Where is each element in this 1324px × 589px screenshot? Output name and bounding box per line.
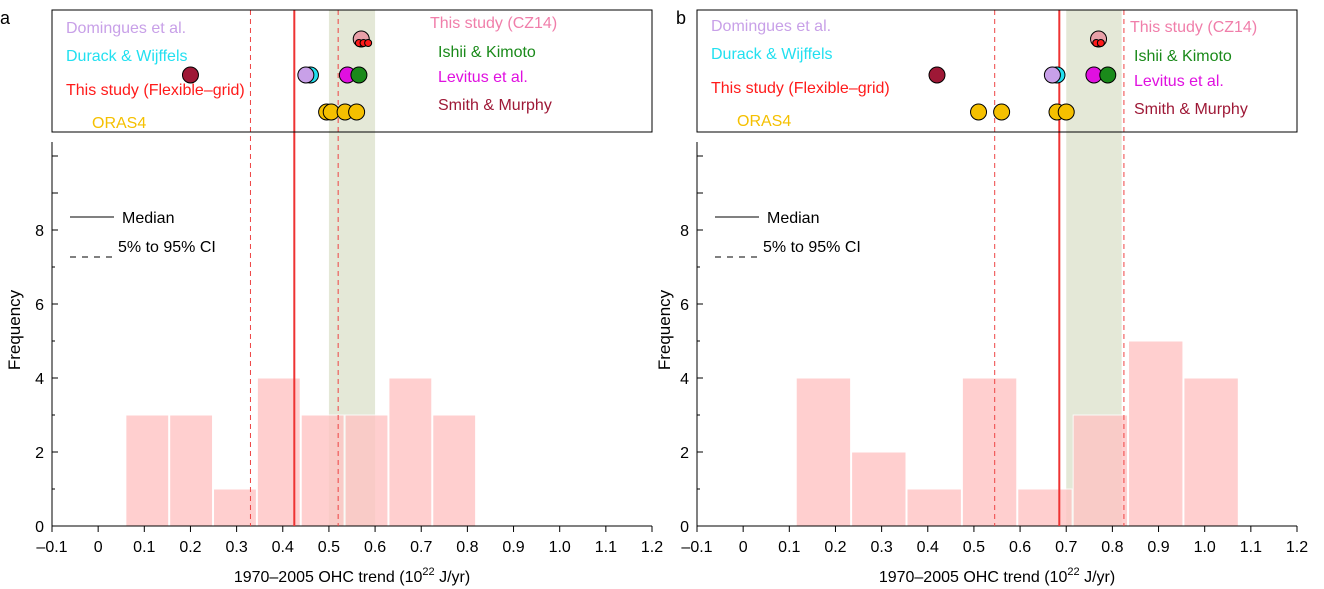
y-tick-label: 2 xyxy=(680,445,689,462)
panel-b: 0 2 4 6 8 –0.1 0 0.1 0.2 0.3 0.4 0.5 0.6 0.7 0.8 0.9 1.0… xyxy=(655,8,1308,586)
histogram-bar xyxy=(388,377,433,527)
histogram-bar xyxy=(300,414,345,527)
panel-label: b xyxy=(676,8,686,28)
dataset-label: Smith & Murphy xyxy=(1134,101,1248,118)
dataset-marker xyxy=(350,66,368,84)
legend-median-label: Median xyxy=(767,210,819,227)
histogram-bar xyxy=(256,377,301,527)
histogram-bar xyxy=(961,377,1018,527)
dataset-label: This study (Flexible–grid) xyxy=(711,80,890,97)
histogram-bar xyxy=(213,488,257,527)
histogram-bar xyxy=(1072,414,1129,527)
x-tick-label: 1.2 xyxy=(641,539,663,556)
histogram-bar xyxy=(851,451,907,527)
x-tick-label: 0.7 xyxy=(410,539,432,556)
histogram-bar xyxy=(169,414,214,527)
x-tick-label: 0.6 xyxy=(1009,539,1031,556)
dataset-marker xyxy=(1057,103,1075,121)
y-tick-label: 8 xyxy=(35,223,44,240)
y-tick-label: 4 xyxy=(680,371,689,388)
x-tick-label: 0.6 xyxy=(364,539,386,556)
dataset-label: ORAS4 xyxy=(737,113,791,130)
dataset-marker xyxy=(970,103,988,121)
dataset-marker xyxy=(1043,66,1061,84)
panel-a: 0 2 4 6 8 –0.1 0 0.1 0.2 0.3 0.4 0.5 0.6 0.7 0.8 0.9 1.0… xyxy=(0,8,663,586)
x-tick-label: 0.5 xyxy=(318,539,340,556)
dataset-label: Durack & Wijffels xyxy=(66,48,188,65)
x-tick-label: 0.4 xyxy=(917,539,939,556)
dataset-box xyxy=(51,9,653,133)
dataset-marker xyxy=(928,66,946,84)
x-tick-label: 0 xyxy=(739,539,748,556)
x-tick-label: 0.4 xyxy=(272,539,294,556)
x-tick-label: 1.0 xyxy=(1194,539,1216,556)
x-tick-label: 0.9 xyxy=(502,539,524,556)
x-axis-label: 1970–2005 OHC trend (1022 J/yr) xyxy=(879,566,1115,586)
x-tick-label: 0.5 xyxy=(963,539,985,556)
dataset-marker xyxy=(181,66,199,84)
y-tick-label: 4 xyxy=(35,371,44,388)
x-tick-label: 0.9 xyxy=(1147,539,1169,556)
dataset-label: Domingues et al. xyxy=(66,20,186,37)
y-tick-label: 8 xyxy=(680,223,689,240)
y-axis-label: Frequency xyxy=(5,289,24,370)
histogram-bar xyxy=(1017,488,1073,527)
dataset-label: This study (Flexible–grid) xyxy=(66,82,245,99)
x-tick-label: –0.1 xyxy=(36,539,67,556)
dataset-marker xyxy=(993,103,1011,121)
x-tick-label: 1.2 xyxy=(1286,539,1308,556)
x-tick-label: 0.3 xyxy=(870,539,892,556)
x-tick-label: 0.8 xyxy=(456,539,478,556)
histogram-bar xyxy=(125,414,170,527)
x-tick-label: 0.3 xyxy=(225,539,247,556)
dataset-label: Levitus et al. xyxy=(1134,73,1224,90)
x-tick-label: 1.1 xyxy=(1240,539,1262,556)
x-tick-label: 0.8 xyxy=(1101,539,1123,556)
dataset-label: Levitus et al. xyxy=(438,69,528,86)
dataset-label: This study (CZ14) xyxy=(1130,19,1257,36)
dataset-marker xyxy=(1099,66,1117,84)
legend-median-label: Median xyxy=(122,210,174,227)
dataset-marker xyxy=(348,103,366,121)
dataset-label: Smith & Murphy xyxy=(438,97,552,114)
legend-ci-label: 5% to 95% CI xyxy=(118,239,216,256)
legend-ci-label: 5% to 95% CI xyxy=(763,239,861,256)
y-tick-label: 2 xyxy=(35,445,44,462)
x-tick-label: 0 xyxy=(94,539,103,556)
dataset-marker xyxy=(297,66,315,84)
y-axis-label: Frequency xyxy=(655,289,674,370)
dataset-label: ORAS4 xyxy=(92,115,146,132)
dataset-label: Domingues et al. xyxy=(711,18,831,35)
x-tick-label: 0.2 xyxy=(824,539,846,556)
histogram-bar xyxy=(906,488,962,527)
x-axis-label: 1970–2005 OHC trend (1022 J/yr) xyxy=(234,566,470,586)
x-tick-label: 0.1 xyxy=(778,539,800,556)
histogram-bar xyxy=(1128,340,1184,527)
x-tick-label: 0.2 xyxy=(179,539,201,556)
y-tick-label: 0 xyxy=(35,519,44,536)
dataset-marker xyxy=(1096,39,1105,47)
dataset-marker xyxy=(364,39,373,47)
x-tick-label: 0.1 xyxy=(133,539,155,556)
y-tick-label: 0 xyxy=(680,519,689,536)
x-tick-label: –0.1 xyxy=(681,539,712,556)
dataset-label: Ishii & Kimoto xyxy=(438,44,536,61)
histogram-bar xyxy=(432,414,477,527)
histogram-bar xyxy=(344,414,389,527)
dataset-label: This study (CZ14) xyxy=(430,15,557,32)
y-tick-label: 6 xyxy=(35,297,44,314)
x-tick-label: 1.0 xyxy=(549,539,571,556)
x-tick-label: 1.1 xyxy=(595,539,617,556)
y-tick-label: 6 xyxy=(680,297,689,314)
dataset-label: Ishii & Kimoto xyxy=(1134,48,1232,65)
histogram-bar xyxy=(795,377,852,527)
panel-label: a xyxy=(0,8,11,28)
dataset-box xyxy=(696,9,1298,133)
x-tick-label: 0.7 xyxy=(1055,539,1077,556)
histogram-bar xyxy=(1183,377,1239,527)
dataset-label: Durack & Wijffels xyxy=(711,46,833,63)
